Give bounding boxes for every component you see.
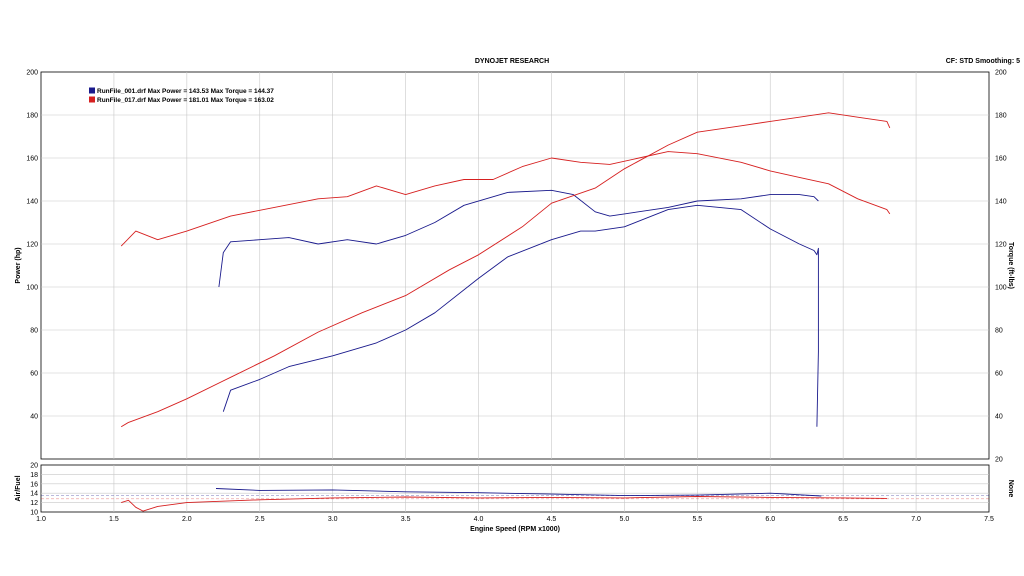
airfuel-tick-label: 16 xyxy=(30,481,38,488)
x-tick-label: 1.0 xyxy=(36,516,46,523)
y2-axis-label: Torque (ft-lbs) xyxy=(1007,242,1014,289)
x-tick-label: 3.5 xyxy=(401,516,411,523)
x-tick-label: 5.5 xyxy=(692,516,702,523)
airfuel-y2-axis-label: None xyxy=(1007,480,1014,498)
series-line-air_fuel-run017 xyxy=(121,496,887,512)
x-tick-label: 4.5 xyxy=(547,516,557,523)
x-tick-label: 7.5 xyxy=(984,516,994,523)
y-tick-label: 80 xyxy=(30,328,38,335)
y2-tick-label: 120 xyxy=(995,242,1007,249)
y2-tick-label: 40 xyxy=(995,414,1003,421)
airfuel-tick-label: 20 xyxy=(30,463,38,470)
main-plot-area xyxy=(40,71,990,460)
y-axis-label: Power (hp) xyxy=(15,247,22,283)
cf-smoothing-info: CF: STD Smoothing: 5 xyxy=(945,58,1020,65)
y-tick-label: 120 xyxy=(26,242,38,249)
x-tick-label: 1.5 xyxy=(109,516,119,523)
legend-entry: RunFile_001.drf Max Power = 143.53 Max T… xyxy=(97,88,274,95)
x-tick-label: 6.0 xyxy=(765,516,775,523)
y2-tick-label: 160 xyxy=(995,156,1007,163)
y2-tick-label: 100 xyxy=(995,285,1007,292)
y-tick-label: 180 xyxy=(26,113,38,120)
y-tick-label: 60 xyxy=(30,371,38,378)
y-tick-label: 140 xyxy=(26,199,38,206)
x-tick-label: 2.5 xyxy=(255,516,265,523)
airfuel-tick-label: 12 xyxy=(30,500,38,507)
y-tick-label: 160 xyxy=(26,156,38,163)
series-line-power-run017 xyxy=(120,112,891,428)
series-line-torque-run017 xyxy=(120,151,891,247)
x-axis-label: Engine Speed (RPM x1000) xyxy=(470,526,560,533)
x-tick-label: 3.0 xyxy=(328,516,338,523)
series-line-torque-run001 xyxy=(218,189,819,288)
legend-swatch xyxy=(89,87,95,94)
legend-swatch xyxy=(89,96,95,103)
x-tick-label: 6.5 xyxy=(838,516,848,523)
x-tick-label: 2.0 xyxy=(182,516,192,523)
y-tick-label: 200 xyxy=(26,70,38,77)
chart-title: DYNOJET RESEARCH xyxy=(474,58,550,65)
airfuel-tick-label: 10 xyxy=(30,510,38,517)
series-line-power-run001 xyxy=(222,204,819,427)
airfuel-axis-label: Air/Fuel xyxy=(15,475,22,501)
y2-tick-label: 80 xyxy=(995,328,1003,335)
y-tick-label: 100 xyxy=(26,285,38,292)
y-tick-label: 40 xyxy=(30,414,38,421)
series-line-air_fuel-run001 xyxy=(215,488,822,497)
airfuel-plot-area xyxy=(40,464,990,513)
x-tick-label: 7.0 xyxy=(911,516,921,523)
y2-tick-label: 20 xyxy=(995,457,1003,464)
airfuel-tick-label: 18 xyxy=(30,472,38,479)
x-tick-label: 5.0 xyxy=(620,516,630,523)
y2-tick-label: 140 xyxy=(995,199,1007,206)
y2-tick-label: 180 xyxy=(995,113,1007,120)
airfuel-tick-label: 14 xyxy=(30,491,38,498)
legend-entry: RunFile_017.drf Max Power = 181.01 Max T… xyxy=(97,97,274,104)
y2-tick-label: 200 xyxy=(995,70,1007,77)
y2-tick-label: 60 xyxy=(995,371,1003,378)
x-tick-label: 4.0 xyxy=(474,516,484,523)
